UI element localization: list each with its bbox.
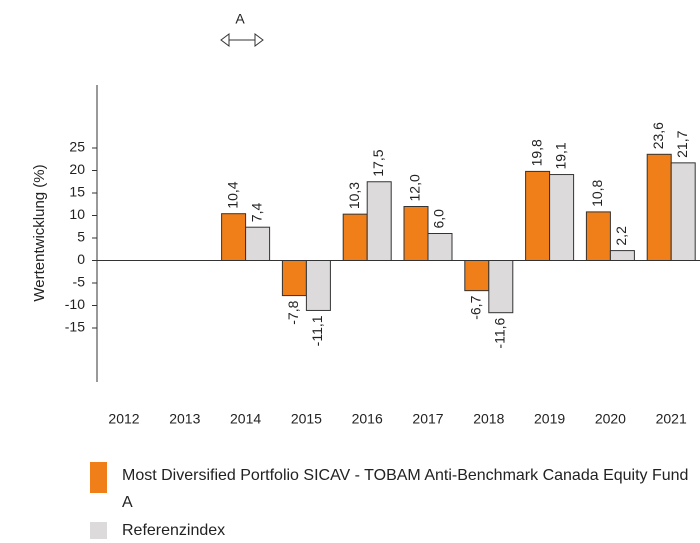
data-label: 12,0 xyxy=(407,174,423,201)
data-label: 17,5 xyxy=(370,149,386,176)
bar xyxy=(342,213,368,261)
x-tick-label: 2014 xyxy=(230,411,261,427)
bar xyxy=(585,211,611,261)
y-tick-label: 0 xyxy=(77,251,85,267)
y-tick-label: -5 xyxy=(73,274,86,290)
x-tick-label: 2020 xyxy=(595,411,626,427)
x-tick-label: 2017 xyxy=(412,411,443,427)
bar xyxy=(464,260,490,292)
bar xyxy=(427,233,453,261)
y-tick-label: -10 xyxy=(65,296,85,312)
bar xyxy=(525,170,551,261)
data-label: 2,2 xyxy=(613,226,629,246)
y-tick-label: 5 xyxy=(77,229,85,245)
y-tick-label: -15 xyxy=(65,319,85,335)
bar xyxy=(403,206,429,261)
legend-label: Most Diversified Portfolio SICAV - TOBAM… xyxy=(122,467,689,511)
bar xyxy=(221,213,247,261)
data-label: 7,4 xyxy=(248,203,264,223)
data-label: -7,8 xyxy=(285,300,301,324)
x-tick-label: 2013 xyxy=(169,411,200,427)
legend-label: Referenzindex xyxy=(122,522,226,539)
legend-item: Referenzindex xyxy=(90,517,697,543)
y-tick-label: 20 xyxy=(69,161,85,177)
data-label: -11,1 xyxy=(309,315,325,346)
bar xyxy=(549,174,575,261)
bar xyxy=(245,226,271,261)
y-axis-title: Wertentwicklung (%) xyxy=(31,164,48,301)
data-label: 6,0 xyxy=(431,209,447,229)
x-tick-label: 2015 xyxy=(291,411,322,427)
data-label: 23,6 xyxy=(650,122,666,149)
data-label: -6,7 xyxy=(468,295,484,319)
x-tick-label: 2016 xyxy=(352,411,383,427)
data-label: 10,4 xyxy=(224,181,240,208)
width-icon xyxy=(220,33,264,47)
bar xyxy=(609,250,635,262)
legend-swatch xyxy=(90,522,107,539)
top-label: A xyxy=(235,11,245,27)
data-label: -11,6 xyxy=(492,317,508,348)
bar xyxy=(305,260,331,311)
y-tick-label: 10 xyxy=(69,206,85,222)
data-label: 10,8 xyxy=(589,179,605,206)
data-label: 19,1 xyxy=(552,142,568,169)
x-tick-label: 2018 xyxy=(473,411,504,427)
data-label: 10,3 xyxy=(346,182,362,209)
data-label: 21,7 xyxy=(674,130,690,157)
bar xyxy=(366,181,392,261)
bar xyxy=(646,153,672,261)
y-tick-label: 15 xyxy=(69,184,85,200)
bar xyxy=(281,260,307,297)
x-tick-label: 2019 xyxy=(534,411,565,427)
legend-swatch xyxy=(90,462,107,493)
bar xyxy=(488,260,514,314)
x-tick-label: 2012 xyxy=(108,411,139,427)
x-tick-label: 2021 xyxy=(656,411,687,427)
data-label: 19,8 xyxy=(528,139,544,166)
bar xyxy=(670,162,696,262)
legend-item: Most Diversified Portfolio SICAV - TOBAM… xyxy=(90,462,697,516)
y-tick-label: 25 xyxy=(69,139,85,155)
